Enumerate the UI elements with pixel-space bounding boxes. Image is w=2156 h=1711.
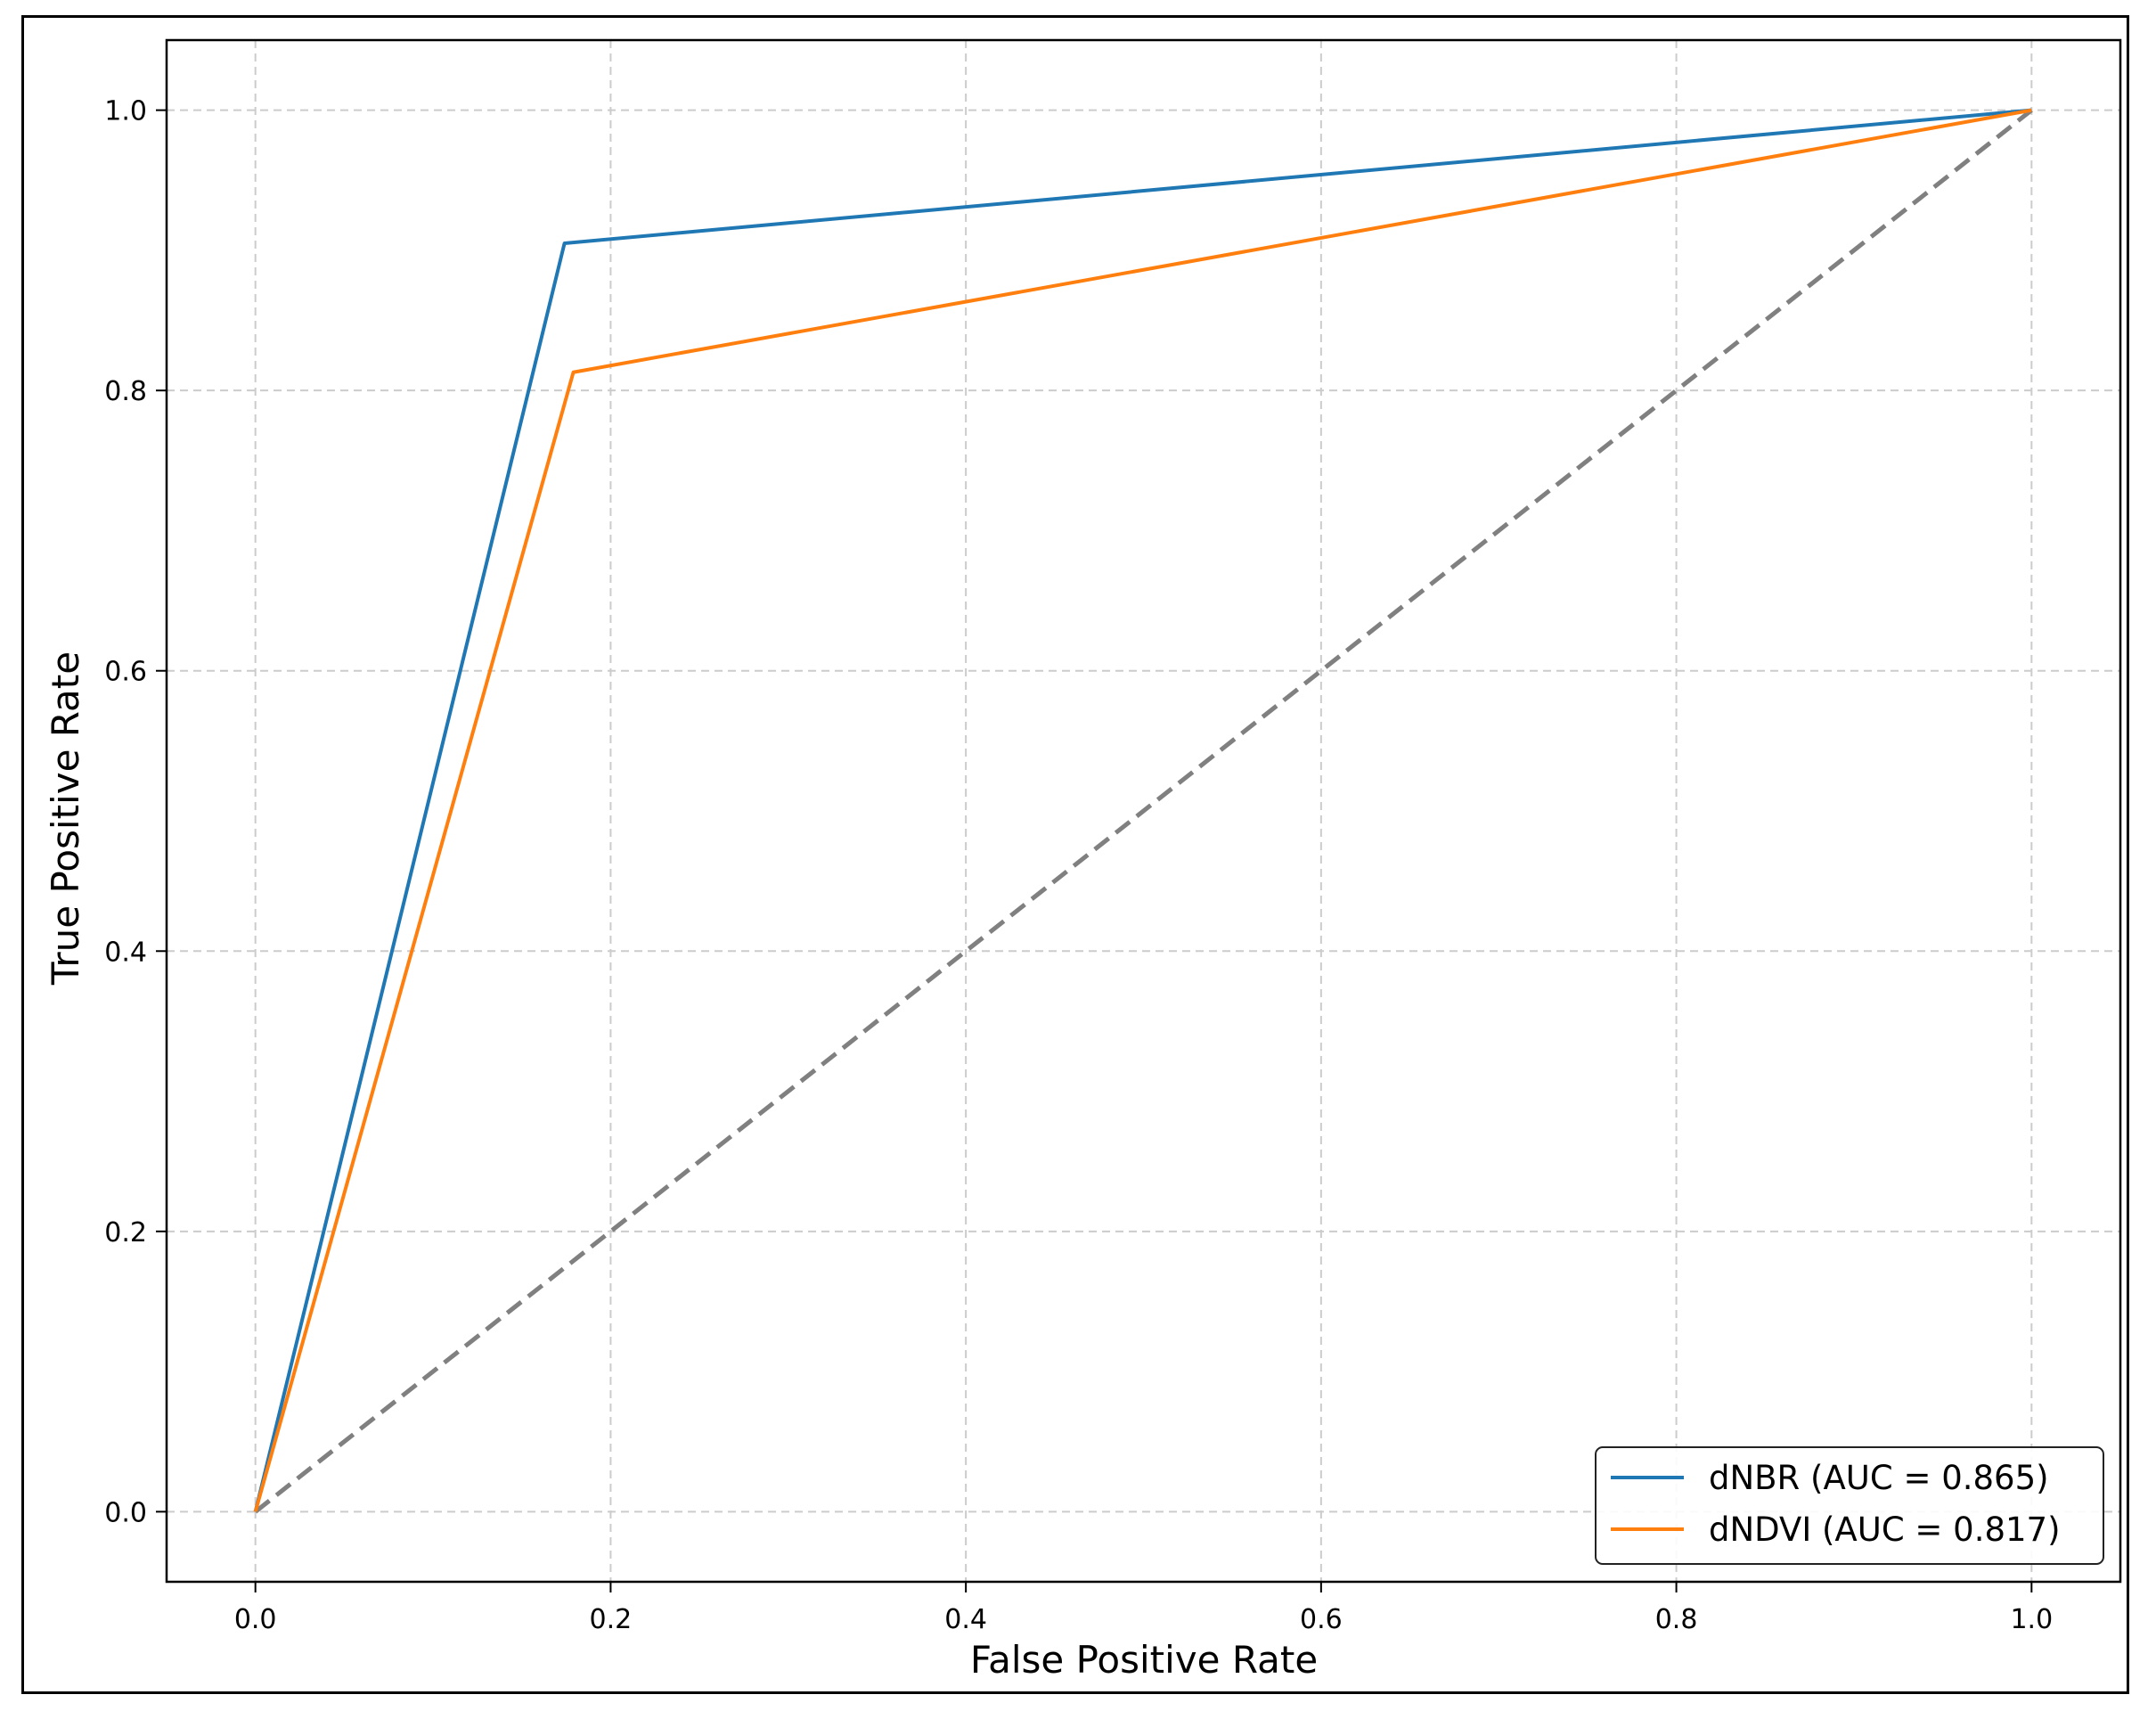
x-tick-label: 0.2 bbox=[590, 1604, 633, 1635]
legend-box bbox=[1595, 1446, 2104, 1565]
x-axis-label: False Positive Rate bbox=[970, 1638, 1318, 1682]
y-tick-label: 0.0 bbox=[104, 1497, 147, 1528]
y-tick-label: 0.2 bbox=[104, 1217, 147, 1248]
series-lines bbox=[253, 108, 2032, 1512]
grid bbox=[167, 40, 2120, 1582]
y-tick-label: 0.8 bbox=[104, 376, 147, 407]
axis-ticks bbox=[156, 109, 2033, 1592]
x-tick-label: 0.0 bbox=[234, 1604, 277, 1635]
y-axis-label: True Positive Rate bbox=[44, 651, 87, 986]
plot-area-border bbox=[165, 38, 2122, 1584]
reference-line bbox=[254, 108, 2033, 1514]
legend-label-dnbr: dNBR (AUC = 0.865) bbox=[1709, 1459, 2049, 1497]
legend-label-dndvi: dNDVI (AUC = 0.817) bbox=[1709, 1510, 2061, 1549]
y-tick-label: 1.0 bbox=[104, 96, 147, 127]
y-tick-label: 0.4 bbox=[104, 937, 147, 968]
y-tick-label: 0.6 bbox=[104, 657, 147, 688]
legend: dNBR (AUC = 0.865) dNDVI (AUC = 0.817) bbox=[1595, 1446, 2104, 1565]
axis-tick-labels: 0.0 0.2 0.4 0.6 0.8 1.0 0.0 0.2 0.4 0.6 0.8 1.0 bbox=[104, 96, 2053, 1635]
x-tick-label: 0.4 bbox=[944, 1604, 987, 1635]
figure-frame bbox=[21, 15, 2129, 1694]
series-line-dndvi bbox=[253, 108, 2032, 1512]
series-line-dnbr bbox=[253, 108, 2032, 1512]
x-tick-label: 0.6 bbox=[1300, 1604, 1343, 1635]
x-tick-label: 1.0 bbox=[2010, 1604, 2053, 1635]
x-tick-label: 0.8 bbox=[1655, 1604, 1698, 1635]
diagonal-reference-line bbox=[254, 108, 2033, 1514]
